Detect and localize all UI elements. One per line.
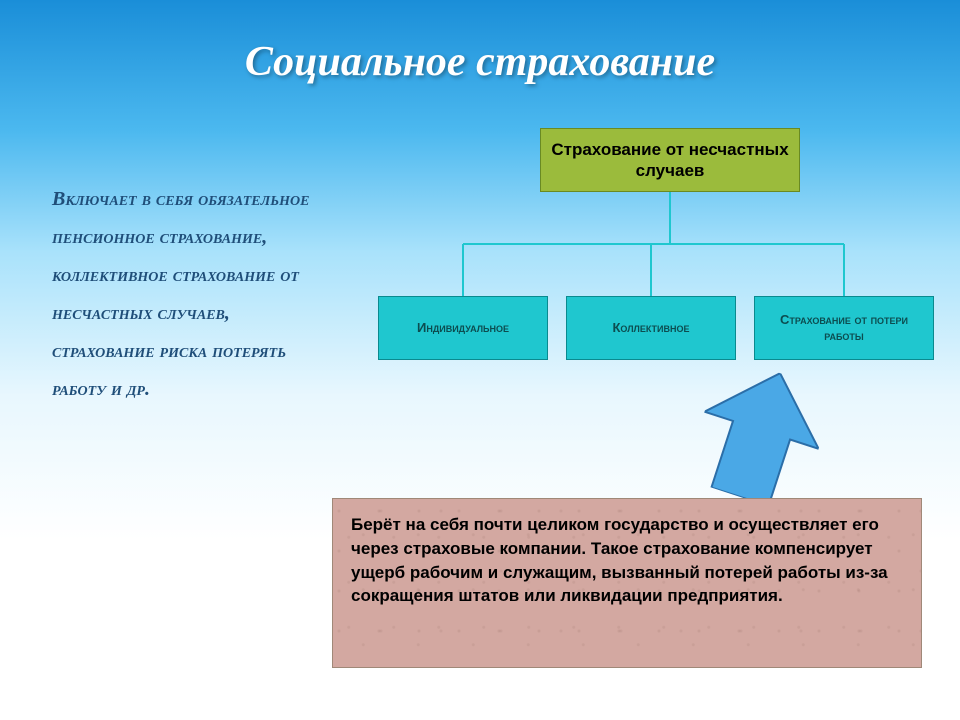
diagram-child-node: Страхование от потери работы [754,296,934,360]
diagram-child-label: Индивидуальное [417,320,509,336]
diagram-root-label: Страхование от несчастных случаев [549,139,791,182]
callout-arrow-icon [683,355,837,516]
callout-box: Берёт на себя почти целиком государство … [332,498,922,668]
diagram-child-node: Индивидуальное [378,296,548,360]
body-paragraph: Включает в себя обязательное пенсионное … [52,180,332,408]
diagram-child-node: Коллективное [566,296,736,360]
diagram-child-label: Страхование от потери работы [761,312,927,345]
callout-text: Берёт на себя почти целиком государство … [351,515,888,605]
slide: Социальное страхование Включает в себя о… [0,0,960,720]
diagram-root-node: Страхование от несчастных случаев [540,128,800,192]
diagram-child-label: Коллективное [612,320,689,336]
slide-title: Социальное страхование [0,38,960,86]
